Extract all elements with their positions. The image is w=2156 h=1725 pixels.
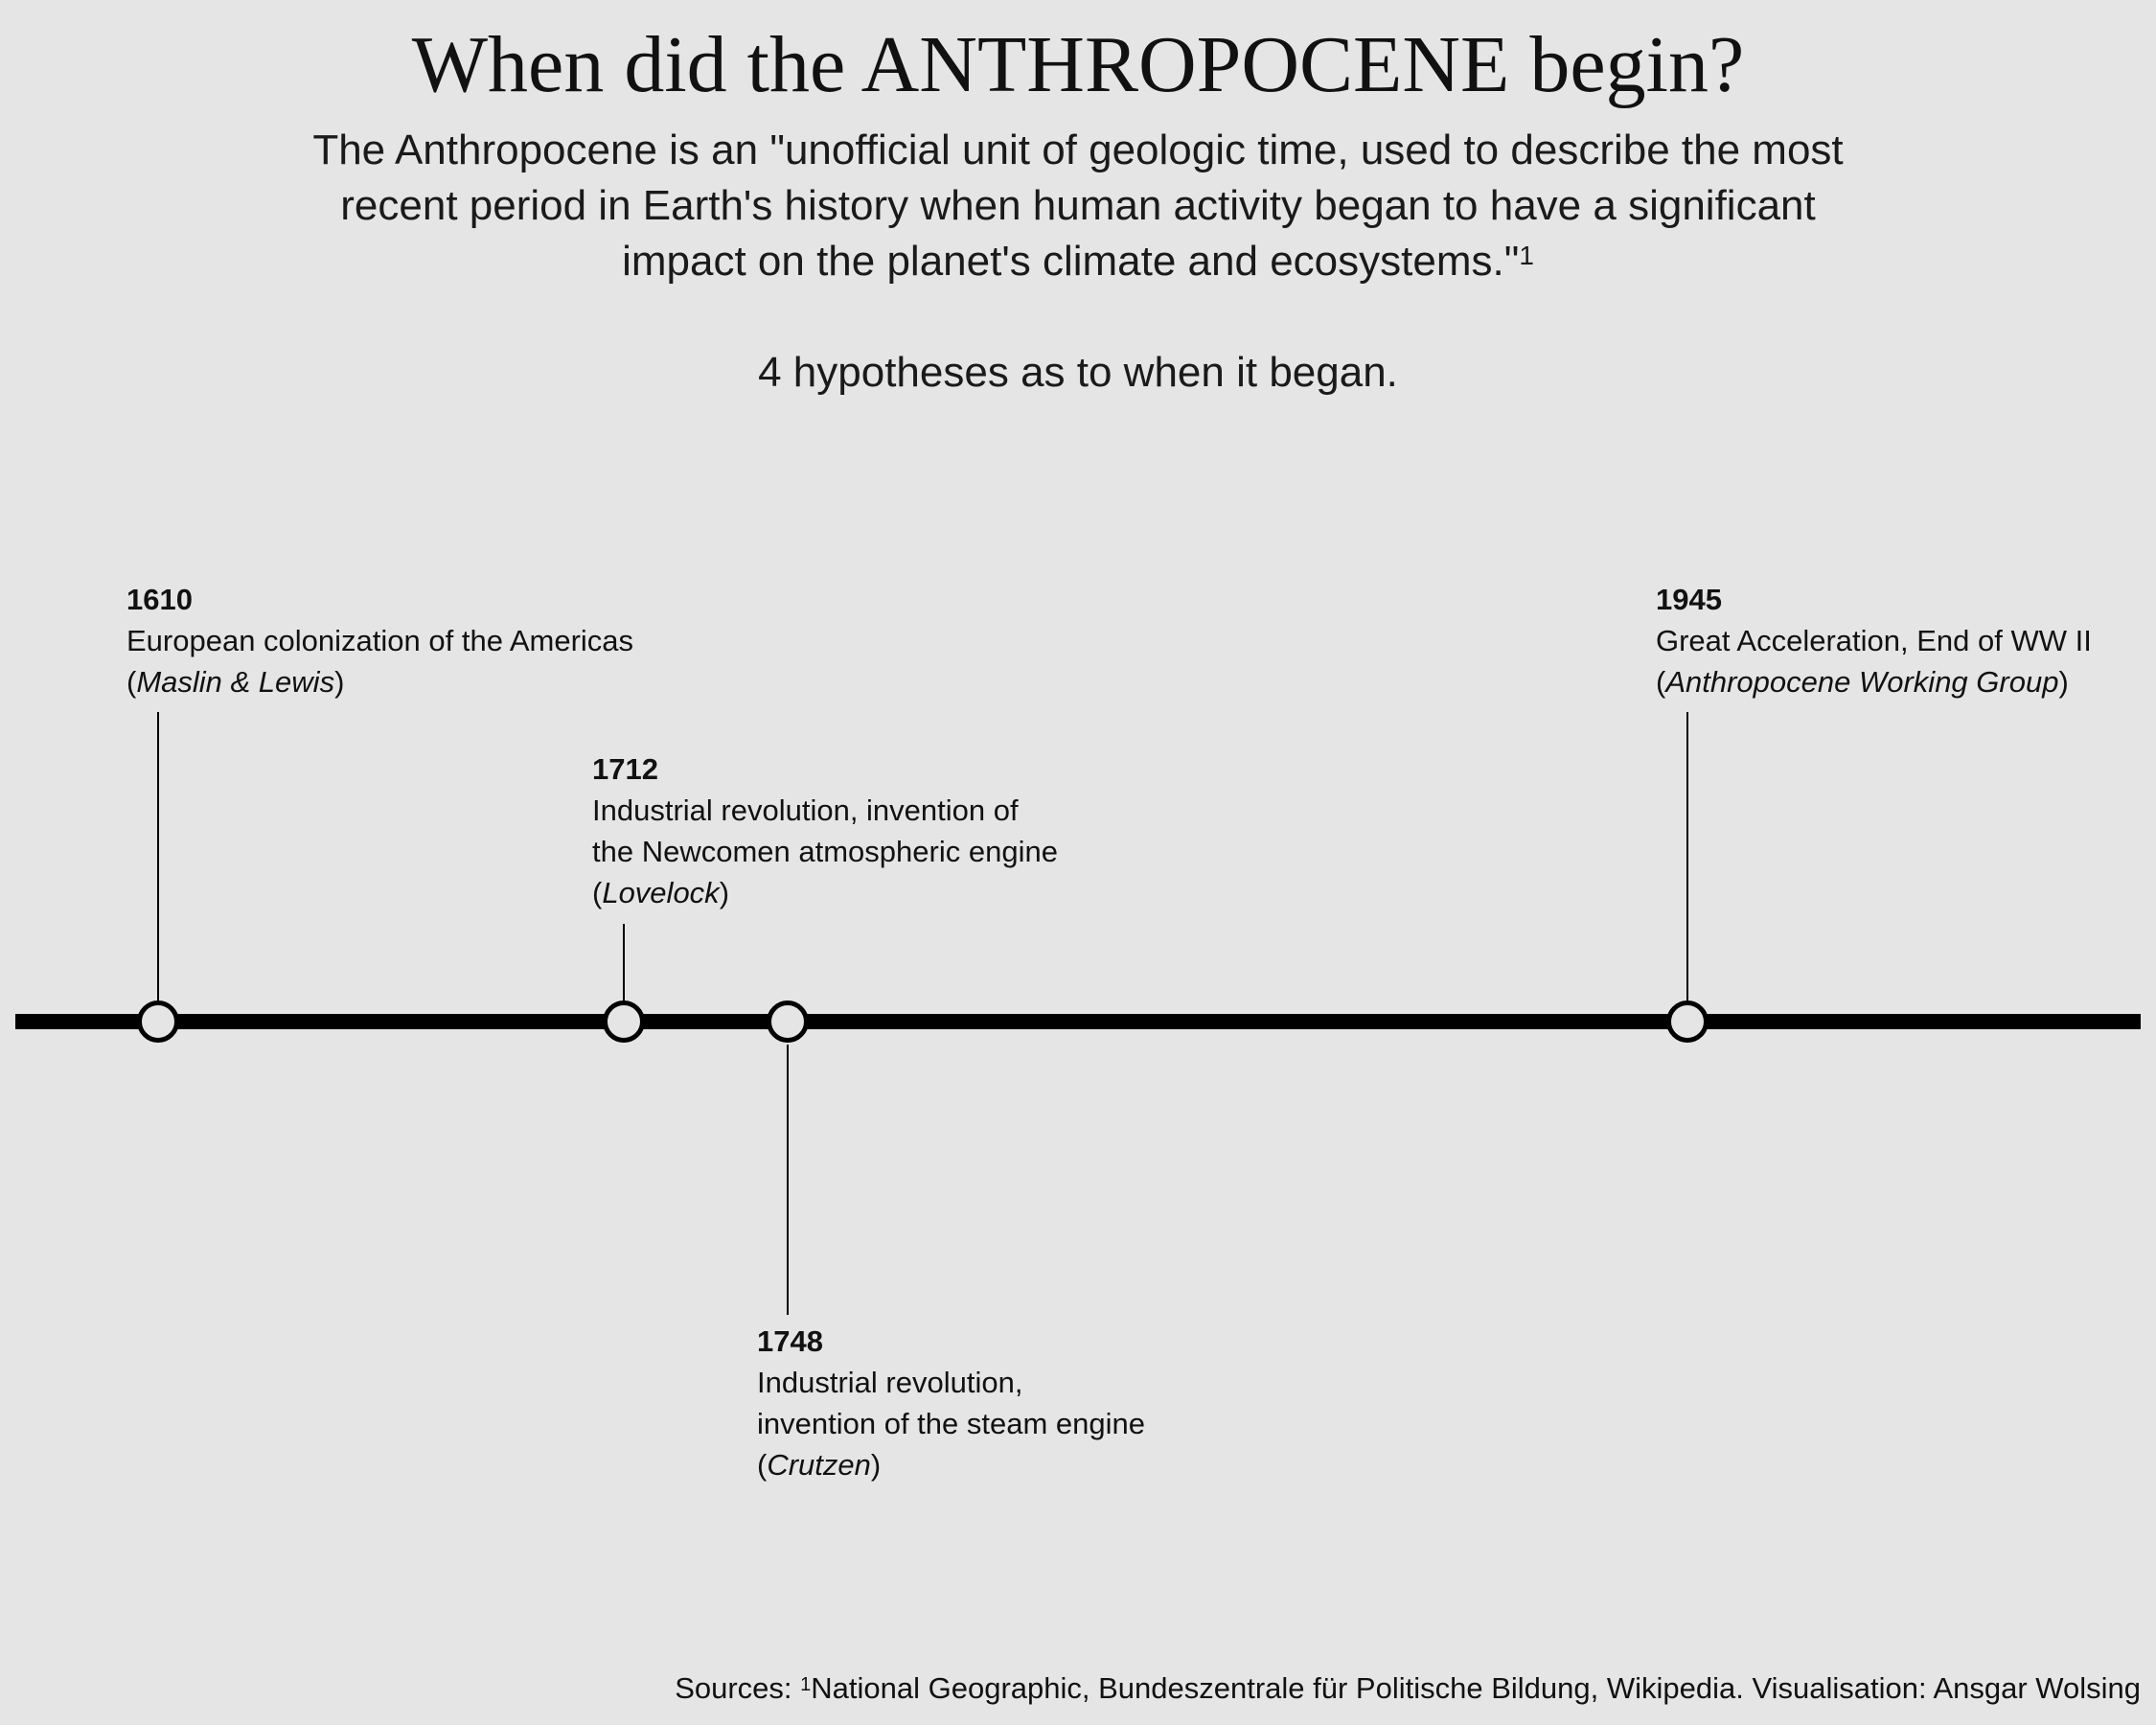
event-label-1712: 1712 Industrial revolution, invention of… <box>592 748 1058 913</box>
footnote-marker: 1 <box>1519 241 1534 270</box>
event-description: Industrial revolution, invention of <box>592 794 1019 827</box>
connector-1748 <box>787 1045 789 1315</box>
event-source: (Anthropocene Working Group) <box>1656 665 2069 699</box>
timeline-node-1610 <box>137 1000 179 1043</box>
footnote-marker: 1 <box>800 1674 812 1695</box>
event-description: Great Acceleration, End of WW II <box>1656 624 2092 657</box>
sources-footer: Sources: 1National Geographic, Bundeszen… <box>675 1669 2141 1708</box>
event-year: 1610 <box>126 583 193 616</box>
event-year: 1712 <box>592 752 658 786</box>
event-source-name: Crutzen <box>767 1448 871 1482</box>
timeline-node-1748 <box>767 1000 809 1043</box>
event-label-1945: 1945 Great Acceleration, End of WW II (A… <box>1656 579 2092 702</box>
event-year: 1748 <box>757 1324 823 1358</box>
event-description: the Newcomen atmospheric engine <box>592 835 1058 868</box>
timeline-node-1712 <box>603 1000 645 1043</box>
subtitle-line: recent period in Earth's history when hu… <box>340 182 1816 229</box>
timeline-axis <box>15 1014 2141 1029</box>
event-source: (Maslin & Lewis) <box>126 665 345 699</box>
event-source-name: Anthropocene Working Group <box>1665 665 2059 699</box>
event-source: (Crutzen) <box>757 1448 882 1482</box>
event-description: Industrial revolution, <box>757 1366 1023 1399</box>
event-label-1610: 1610 European colonization of the Americ… <box>126 579 633 702</box>
timeline-node-1945 <box>1666 1000 1709 1043</box>
event-label-1748: 1748 Industrial revolution, invention of… <box>757 1321 1145 1485</box>
connector-1945 <box>1686 712 1688 1009</box>
event-description: European colonization of the Americas <box>126 624 634 657</box>
event-source: (Lovelock) <box>592 876 730 909</box>
event-description: invention of the steam engine <box>757 1407 1145 1440</box>
subtitle-line: impact on the planet's climate and ecosy… <box>622 238 1520 285</box>
sources-text: National Geographic, Bundeszentrale für … <box>811 1671 2141 1705</box>
event-source-name: Lovelock <box>602 876 720 909</box>
sources-prefix: Sources: <box>675 1671 801 1705</box>
subtitle-line: The Anthropocene is an "unofficial unit … <box>312 126 1844 173</box>
subhead: 4 hypotheses as to when it began. <box>758 349 1398 396</box>
connector-1712 <box>623 924 625 1009</box>
page-title: When did the ANTHROPOCENE begin? <box>411 20 1745 109</box>
subtitle: The Anthropocene is an "unofficial unit … <box>216 123 1940 289</box>
event-year: 1945 <box>1656 583 1722 616</box>
connector-1610 <box>157 712 159 1009</box>
event-source-name: Maslin & Lewis <box>136 665 335 699</box>
